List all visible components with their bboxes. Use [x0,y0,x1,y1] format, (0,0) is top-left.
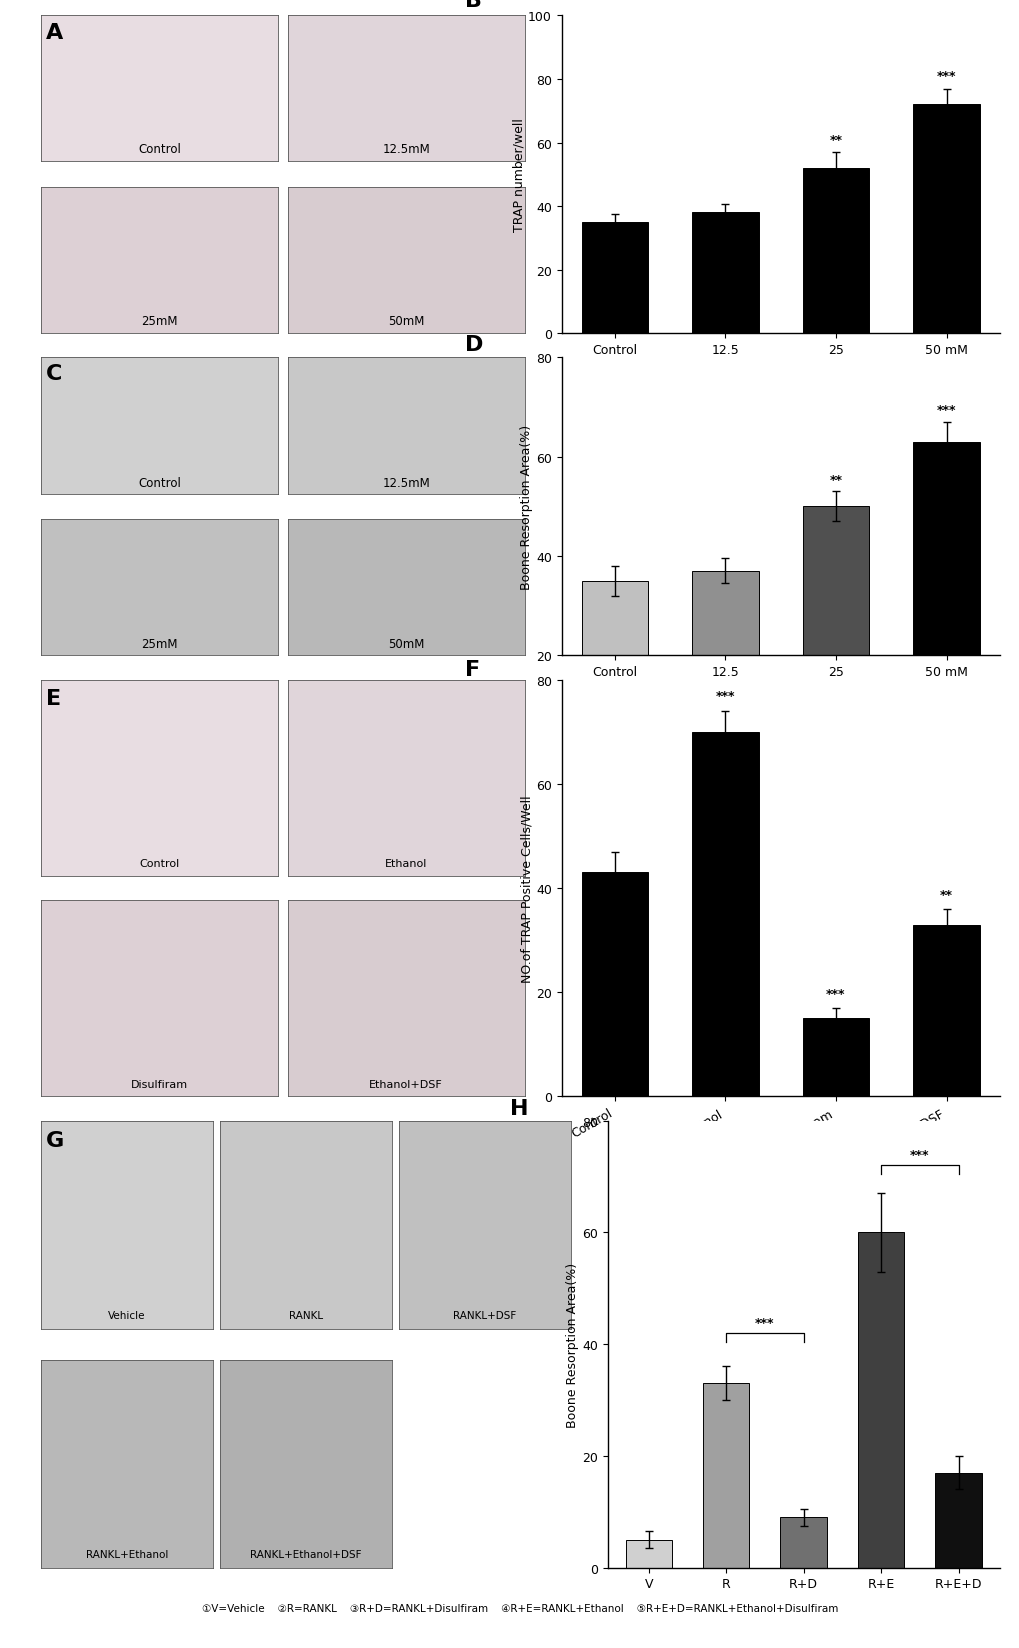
Text: 25mM: 25mM [141,638,177,651]
Bar [692,732,758,1098]
Y-axis label: TRAP number/well: TRAP number/well [512,119,525,232]
Text: ***: *** [754,1315,774,1328]
Text: RANKL+DSF: RANKL+DSF [452,1310,516,1320]
Bar [625,1539,672,1567]
Bar [802,168,868,335]
Text: 12.5mM: 12.5mM [382,476,430,489]
Text: Control: Control [140,859,179,868]
Text: 25mM: 25mM [141,315,177,328]
Text: Vehicle: Vehicle [108,1310,146,1320]
Bar [581,582,647,755]
Bar [581,222,647,335]
Text: B: B [465,0,482,12]
Text: ***: *** [715,691,735,704]
Text: G: G [46,1131,64,1150]
Text: RANKL+Ethanol+DSF: RANKL+Ethanol+DSF [250,1549,362,1559]
Text: E: E [46,689,61,709]
Text: F: F [465,659,480,679]
Bar [934,1473,981,1567]
Text: ***: *** [825,987,845,1000]
Text: 12.5mM: 12.5mM [382,143,430,157]
Bar [857,1233,904,1567]
Text: **: ** [828,133,842,147]
Text: RANKL+Ethanol: RANKL+Ethanol [86,1549,168,1559]
Text: ①V=Vehicle    ②R=RANKL    ③R+D=RANKL+Disulfiram    ④R+E=RANKL+Ethanol    ⑤R+E+D=: ①V=Vehicle ②R=RANKL ③R+D=RANKL+Disulfira… [202,1604,838,1613]
Bar [702,1383,749,1567]
Text: H: H [510,1099,528,1119]
Text: Ethanol: Ethanol [384,859,427,868]
Bar [912,443,978,755]
Bar [780,1518,826,1567]
Text: ***: *** [935,71,956,82]
Bar [912,105,978,335]
Text: C: C [46,364,62,384]
Bar [802,1018,868,1098]
Y-axis label: NO.of TRAP Positive Cells/Well: NO.of TRAP Positive Cells/Well [520,794,533,982]
Text: Control: Control [138,476,180,489]
Text: A: A [46,23,63,43]
Text: ***: *** [909,1149,928,1162]
Bar [692,572,758,755]
Text: RANKL: RANKL [288,1310,323,1320]
Text: D: D [465,335,483,354]
Text: 50mM: 50mM [387,638,424,651]
Bar [912,925,978,1098]
Text: **: ** [828,473,842,486]
Text: Control: Control [138,143,180,157]
Bar [581,873,647,1098]
Bar [802,508,868,755]
Text: 50mM: 50mM [387,315,424,328]
Y-axis label: Boone Resorption Area(%): Boone Resorption Area(%) [520,425,533,590]
Text: ***: *** [935,404,956,417]
Text: Ethanol+DSF: Ethanol+DSF [369,1079,442,1089]
Text: **: ** [940,888,952,901]
Text: Disulfiram: Disulfiram [130,1079,187,1089]
Bar [692,213,758,335]
Y-axis label: Boone Resorption Area(%): Boone Resorption Area(%) [566,1262,579,1427]
